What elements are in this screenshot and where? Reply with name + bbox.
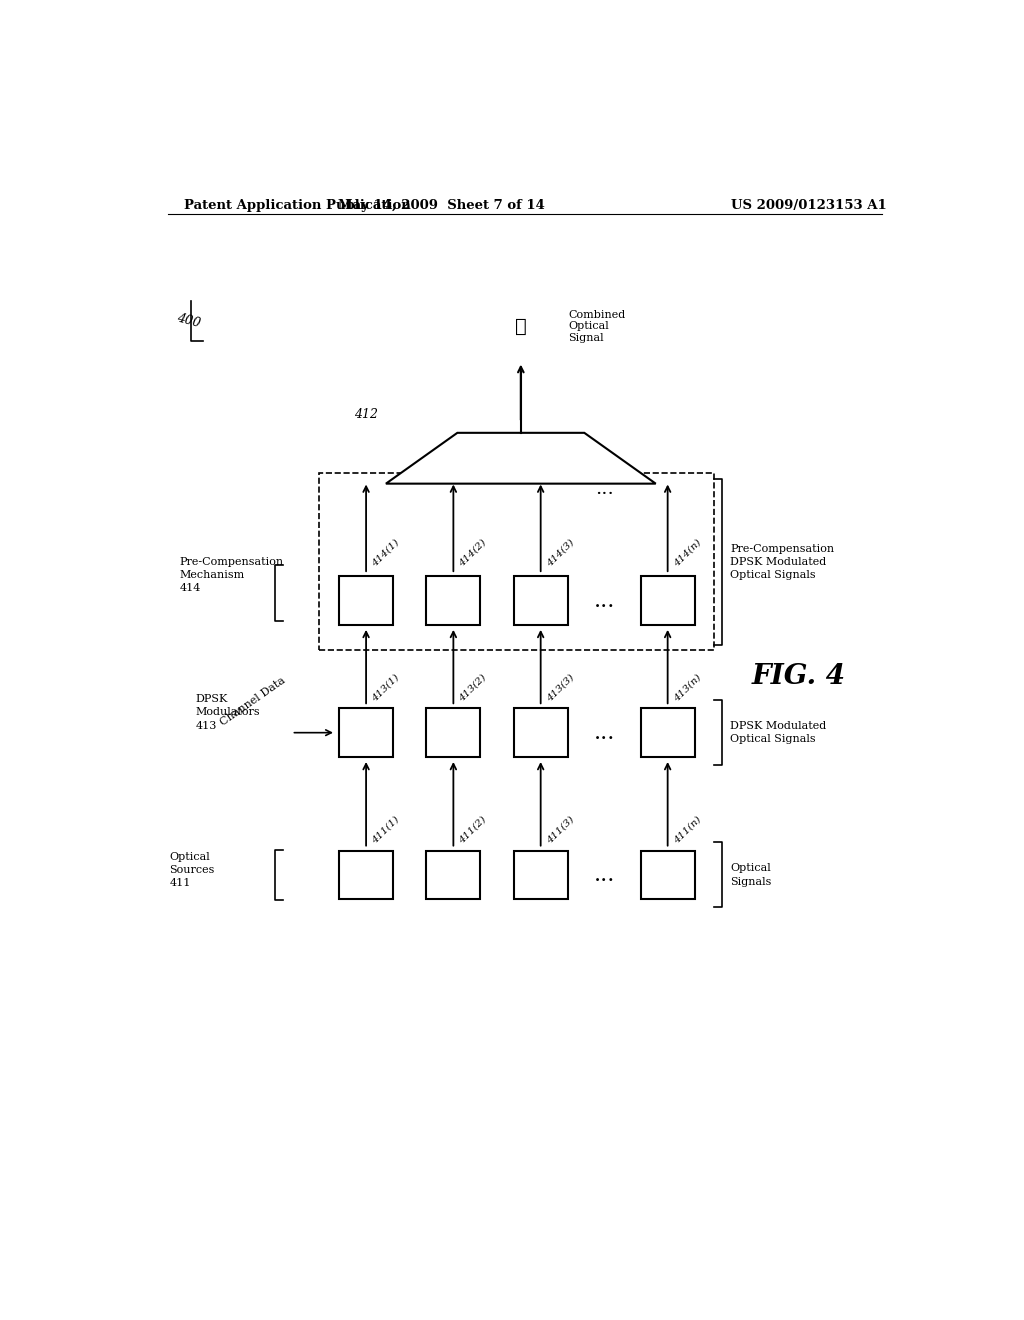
Text: 413(n): 413(n) xyxy=(672,672,702,704)
Bar xyxy=(514,850,567,899)
Text: 413(1): 413(1) xyxy=(370,672,400,704)
Text: 411(n): 411(n) xyxy=(672,814,702,846)
Text: 400: 400 xyxy=(176,312,202,330)
Text: Optical
Sources
411: Optical Sources 411 xyxy=(169,851,215,888)
Bar xyxy=(641,850,694,899)
Text: 414(3): 414(3) xyxy=(545,537,575,568)
Text: May 14, 2009  Sheet 7 of 14: May 14, 2009 Sheet 7 of 14 xyxy=(338,199,545,213)
Bar xyxy=(339,709,393,758)
Bar xyxy=(426,850,480,899)
Text: 414(2): 414(2) xyxy=(458,537,488,568)
Text: DPSK
Modulators
413: DPSK Modulators 413 xyxy=(196,694,260,730)
Text: ...: ... xyxy=(594,590,614,611)
Bar xyxy=(641,709,694,758)
Bar xyxy=(339,850,393,899)
Text: ...: ... xyxy=(595,480,613,498)
Text: 411(3): 411(3) xyxy=(545,814,575,846)
Text: Optical
Signals: Optical Signals xyxy=(730,863,772,887)
Text: Pre-Compensation
Mechanism
414: Pre-Compensation Mechanism 414 xyxy=(179,557,284,593)
Bar xyxy=(514,709,567,758)
Text: 412: 412 xyxy=(354,408,378,421)
Text: Pre-Compensation
DPSK Modulated
Optical Signals: Pre-Compensation DPSK Modulated Optical … xyxy=(730,544,835,579)
Text: ⋮: ⋮ xyxy=(515,318,526,337)
Bar xyxy=(426,576,480,624)
Text: 413(2): 413(2) xyxy=(458,672,488,704)
Bar xyxy=(319,474,715,651)
Text: 413(3): 413(3) xyxy=(545,672,575,704)
Bar xyxy=(641,576,694,624)
Text: 414(n): 414(n) xyxy=(672,537,702,568)
Text: ...: ... xyxy=(594,722,614,743)
Bar xyxy=(514,576,567,624)
Text: ...: ... xyxy=(594,865,614,886)
Text: Combined
Optical
Signal: Combined Optical Signal xyxy=(568,309,626,343)
Bar xyxy=(339,576,393,624)
Polygon shape xyxy=(386,433,655,483)
Text: 414(1): 414(1) xyxy=(370,537,400,568)
Text: Channel Data: Channel Data xyxy=(219,676,288,727)
Text: 411(1): 411(1) xyxy=(370,814,400,846)
Text: 411(2): 411(2) xyxy=(458,814,488,846)
Bar xyxy=(426,709,480,758)
Text: Patent Application Publication: Patent Application Publication xyxy=(183,199,411,213)
Text: DPSK Modulated
Optical Signals: DPSK Modulated Optical Signals xyxy=(730,721,826,744)
Text: US 2009/0123153 A1: US 2009/0123153 A1 xyxy=(731,199,887,213)
Text: FIG. 4: FIG. 4 xyxy=(752,663,846,690)
